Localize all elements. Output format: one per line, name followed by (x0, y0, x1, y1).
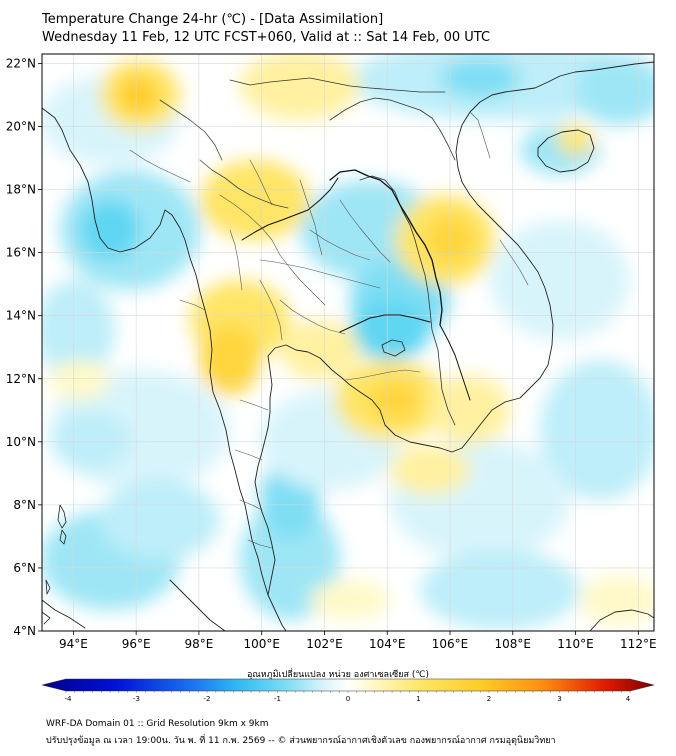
coastlines-and-borders (42, 61, 654, 631)
lat-label: 16°N (6, 246, 36, 260)
lon-label: 100°E (243, 637, 280, 651)
lat-label: 22°N (6, 56, 36, 70)
lat-label: 20°N (6, 120, 36, 134)
lat-label: 12°N (6, 372, 36, 386)
map-frame (41, 53, 655, 632)
lon-label: 98°E (184, 637, 213, 651)
lat-label: 10°N (6, 435, 36, 449)
map-title: Temperature Change 24-hr (℃) - [Data Ass… (42, 12, 384, 27)
colorbar-label: อุณหภูมิเปลี่ยนแปลง หน่วย องศาเซลเซียส (… (246, 670, 430, 680)
longitude-labels: 94°E 96°E 98°E 100°E 102°E 104°E 106°E 108°E 110… (59, 631, 657, 651)
lat-label: 8°N (13, 498, 36, 512)
lat-label: 6°N (13, 561, 36, 575)
lon-label: 112°E (620, 637, 657, 651)
lon-label: 96°E (122, 637, 151, 651)
map-subtitle: Wednesday 11 Feb, 12 UTC FCST+060, Valid… (42, 30, 491, 45)
lat-lon-gridlines (42, 54, 654, 631)
temperature-field (42, 54, 654, 630)
lon-label: 108°E (495, 637, 532, 651)
lat-label: 14°N (6, 309, 36, 323)
lon-label: 110°E (557, 637, 594, 651)
footer-credit: ปรับปรุงข้อมูล ณ เวลา 19:00น. วัน พ. ที่… (46, 736, 556, 746)
lon-label: 104°E (369, 637, 406, 651)
lon-label: 106°E (432, 637, 469, 651)
lon-label: 94°E (59, 637, 88, 651)
lon-label: 102°E (306, 637, 343, 651)
lat-label: 18°N (6, 183, 36, 197)
latitude-labels: 22°N 20°N 18°N 16°N 14°N 12°N 10°N 8°N 6°N 4°N (6, 56, 42, 638)
temperature-change-map: 22°N 20°N 18°N 16°N 14°N 12°N 10°N 8°N 6°N 4°N 94… (6, 53, 657, 651)
footer-model-info: WRF-DA Domain 01 :: Grid Resolution 9km … (46, 719, 269, 729)
lat-label: 4°N (13, 624, 36, 638)
